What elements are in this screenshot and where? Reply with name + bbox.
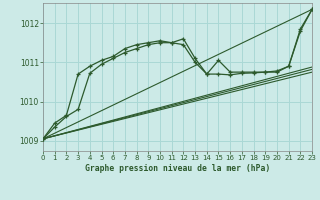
X-axis label: Graphe pression niveau de la mer (hPa): Graphe pression niveau de la mer (hPa) [85, 164, 270, 173]
